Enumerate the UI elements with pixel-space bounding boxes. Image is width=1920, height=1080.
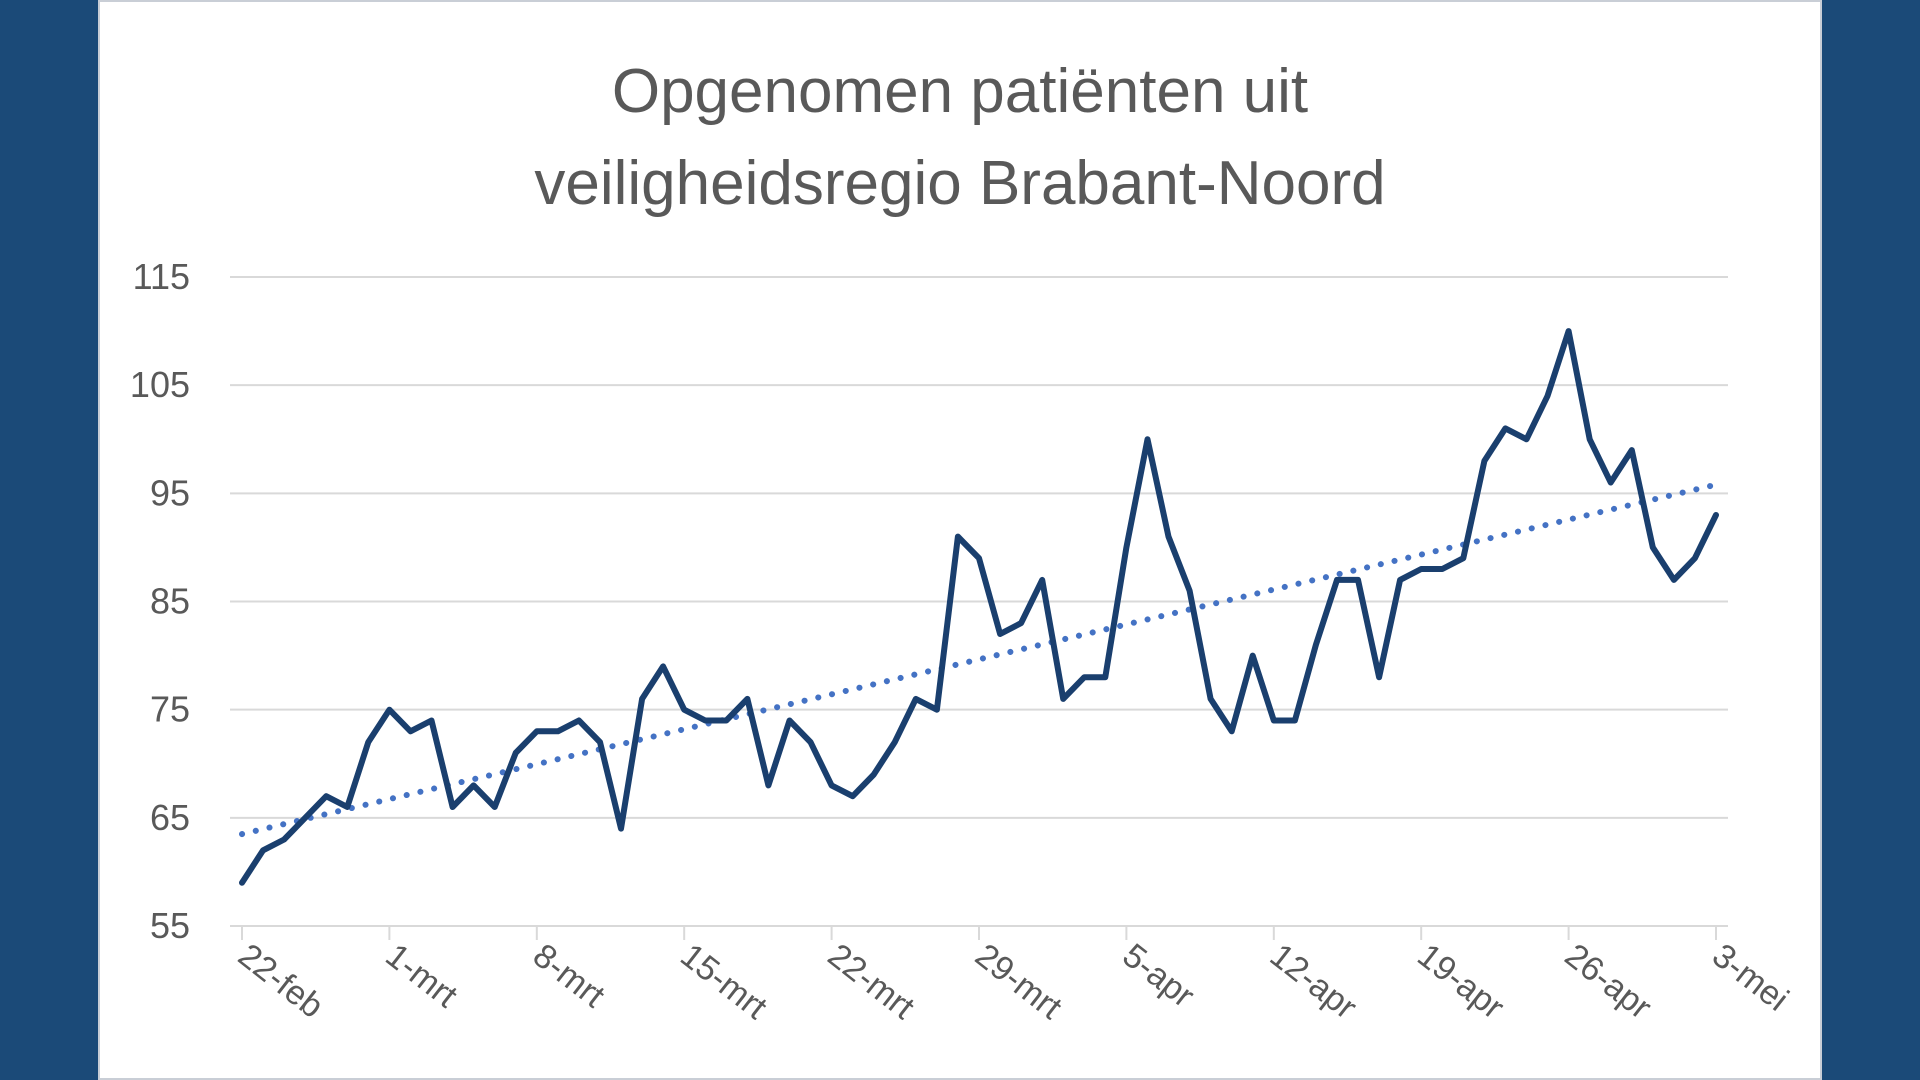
y-tick-label-65: 65 xyxy=(150,797,190,838)
x-tick-label-1: 1-mrt xyxy=(378,936,464,1015)
x-tick-label-6: 5-apr xyxy=(1115,936,1201,1015)
x-tick-label-3: 15-mrt xyxy=(673,936,774,1027)
trendline xyxy=(239,481,1719,838)
series-line-admissions xyxy=(239,328,1719,886)
y-tick-label-85: 85 xyxy=(150,581,190,622)
x-tick-label-7: 12-apr xyxy=(1263,936,1364,1026)
x-tick-label-4: 22-mrt xyxy=(821,936,922,1027)
y-tick-label-75: 75 xyxy=(150,689,190,730)
x-tick-label-9: 26-apr xyxy=(1558,936,1659,1026)
chart-title-line-2: veiligheidsregio Brabant-Noord xyxy=(534,149,1386,218)
x-tick-label-8: 19-apr xyxy=(1410,936,1511,1026)
x-tick-label-2: 8-mrt xyxy=(526,936,612,1015)
y-tick-label-105: 105 xyxy=(130,364,190,405)
chart-title: Opgenomen patiënten uit veiligheidsregio… xyxy=(100,46,1820,230)
x-tick-label-0: 22-feb xyxy=(231,936,330,1025)
x-tick-label-10: 3-mei xyxy=(1705,936,1795,1018)
y-tick-label-115: 115 xyxy=(133,256,190,297)
line-chart: 55 65 75 85 95 105 115 22-feb 1-mrt 8-mrt 15-mrt 22… xyxy=(130,256,1796,1027)
chart-title-line-1: Opgenomen patiënten uit xyxy=(611,57,1309,126)
y-tick-label-55: 55 xyxy=(150,905,190,946)
x-tick-label-5: 29-mrt xyxy=(968,936,1069,1027)
chart-panel: Opgenomen patiënten uit veiligheidsregio… xyxy=(98,0,1822,1080)
y-tick-label-95: 95 xyxy=(150,472,190,513)
